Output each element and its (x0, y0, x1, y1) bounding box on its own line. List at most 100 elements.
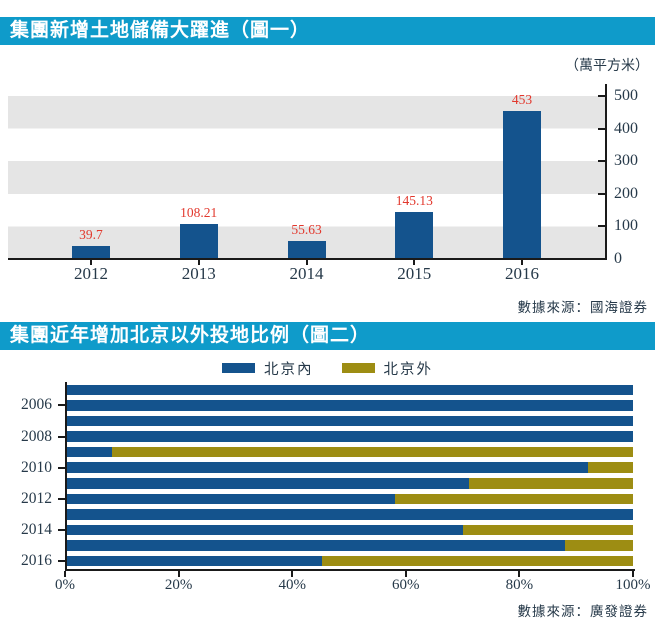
chart2-plot-area (65, 382, 633, 569)
chart2-stacked-bar (67, 415, 633, 427)
chart2-y-axis-labels: 2006 2008 2010 2012 2014 2016 (0, 382, 65, 569)
chart1-x-axis-labels: 2012 2013 2014 2015 2016 (8, 264, 605, 284)
chart1-y-tick (598, 127, 605, 130)
chart1-x-tick-label: 2013 (181, 264, 216, 283)
chart2-segment-北京內 (67, 509, 633, 520)
chart1-source: 數據來源：國海證券 (517, 300, 648, 315)
chart1-x-tick (89, 260, 92, 265)
chart1-value-label: 108.21 (180, 204, 218, 220)
chart2-source: 數據來源：廣發證券 (517, 604, 648, 619)
chart2-bar-row-2010 (67, 460, 633, 476)
legend-label: 北京外 (383, 361, 433, 378)
chart2-stacked-bar (67, 478, 633, 489)
chart2-segment-北京內 (67, 478, 469, 489)
chart2-x-tick (518, 571, 521, 577)
legend-swatch-icon (341, 363, 375, 373)
chart1-value-label: 145.13 (395, 192, 433, 208)
chart1-x-axis-ticks (8, 260, 605, 265)
chart1-y-tick-label: 0 (614, 250, 622, 267)
chart1-title-banner: 集團新增土地儲備大躍進（圖一） (0, 17, 655, 45)
chart2-segment-北京外 (565, 540, 633, 551)
chart2-legend-item-北京外: 北京外 (341, 358, 434, 379)
chart2-stacked-bar (67, 555, 633, 567)
chart2-stacked-bar (67, 446, 633, 458)
chart1-x-tick-label: 2012 (73, 264, 108, 283)
chart2-title: 集團近年增加北京以外投地比例（圖二） (10, 325, 371, 346)
chart2-x-tick-label: 80% (505, 577, 534, 593)
chart1-bar (503, 111, 542, 259)
chart2-segment-北京內 (67, 555, 322, 567)
chart2-title-banner: 集團近年增加北京以外投地比例（圖二） (0, 322, 655, 350)
chart2-bar-row-2011 (67, 475, 633, 491)
chart2-y-tick (58, 404, 65, 407)
chart2-y-tick-label: 2012 (21, 489, 52, 507)
chart2-segment-北京內 (67, 462, 588, 473)
chart1-x-tick-label: 2015 (397, 264, 432, 283)
chart2-stacked-bar (67, 493, 633, 505)
chart2-x-tick (632, 571, 634, 577)
chart1-bar (71, 246, 110, 259)
chart2-x-axis-line (65, 569, 635, 571)
chart2-bar-row-2014 (67, 522, 633, 538)
chart2-y-tick-label: 2006 (21, 396, 52, 414)
chart2-bar-row-2015 (67, 538, 633, 554)
chart2-bar-row-2013 (67, 507, 633, 523)
chart2-x-tick-label: 60% (392, 577, 420, 593)
chart2-segment-北京內 (67, 400, 633, 411)
chart1-y-tick-label: 500 (614, 87, 638, 104)
chart2-x-tick (177, 571, 180, 577)
chart2-segment-北京內 (67, 384, 633, 396)
chart2-segment-北京內 (67, 493, 396, 505)
chart2-segment-北京內 (67, 524, 464, 536)
chart2-y-tick (58, 529, 65, 532)
chart2-stacked-bar (67, 540, 633, 551)
chart1-value-label: 453 (511, 92, 533, 108)
chart1-x-axis-line (8, 258, 607, 260)
chart2-x-tick-label: 20% (164, 577, 193, 593)
legend-swatch-icon (222, 363, 255, 373)
chart2-stacked-bar (67, 431, 633, 442)
chart2-x-axis-ticks (64, 571, 634, 577)
chart2-y-tick (58, 497, 65, 500)
chart1-bar-group-2015: 145.13 (395, 96, 434, 259)
chart1-bar (287, 240, 326, 259)
chart2-stacked-bar (67, 400, 633, 411)
chart1-bar (179, 223, 218, 259)
chart1-bar-group-2012: 39.7 (71, 96, 110, 259)
chart1-x-tick (521, 260, 524, 265)
chart2-x-axis-labels: 0% 20% 40% 60% 80% 100% (55, 577, 651, 595)
chart2-legend-item-北京內: 北京內 (222, 358, 314, 379)
chart1-x-tick (305, 260, 308, 265)
chart2-segment-北京外 (463, 524, 633, 536)
chart1-x-tick (197, 260, 200, 265)
chart2-stacked-bar (67, 524, 633, 536)
chart2-bar-row-2009 (67, 444, 633, 460)
chart1-y-tick-label: 100 (614, 217, 638, 235)
chart1-value-label: 55.63 (291, 221, 322, 237)
chart1-y-tick (598, 95, 605, 97)
chart2-segment-北京外 (395, 493, 633, 505)
chart2-y-tick-label: 2008 (21, 427, 52, 445)
chart2-y-tick (58, 435, 65, 438)
chart1-bar-group-2014: 55.63 (287, 96, 326, 259)
chart2-segment-北京內 (67, 431, 633, 442)
chart2-segment-北京外 (468, 478, 633, 489)
chart2-x-tick-label: 0% (55, 577, 75, 593)
chart2-y-tick-label: 2014 (21, 521, 52, 539)
chart1-y-tick-label: 300 (614, 152, 638, 170)
legend-label: 北京內 (264, 361, 314, 378)
chart2-x-tick (404, 571, 407, 577)
chart2-bar-row-2008 (67, 429, 633, 445)
chart2-segment-北京外 (321, 555, 633, 567)
chart2-y-tick-label: 2010 (21, 458, 52, 476)
chart2-segment-北京內 (67, 540, 566, 551)
chart2-bar-row-2005 (67, 382, 633, 398)
chart2-bar-row-2007 (67, 413, 633, 429)
chart1-x-tick-label: 2014 (289, 264, 324, 283)
chart2-x-tick (291, 571, 294, 577)
chart2-x-tick-label: 100% (615, 577, 651, 593)
chart2-segment-北京外 (587, 462, 633, 473)
chart1-x-tick-label: 2016 (505, 264, 540, 283)
chart1-y-tick (598, 225, 605, 228)
